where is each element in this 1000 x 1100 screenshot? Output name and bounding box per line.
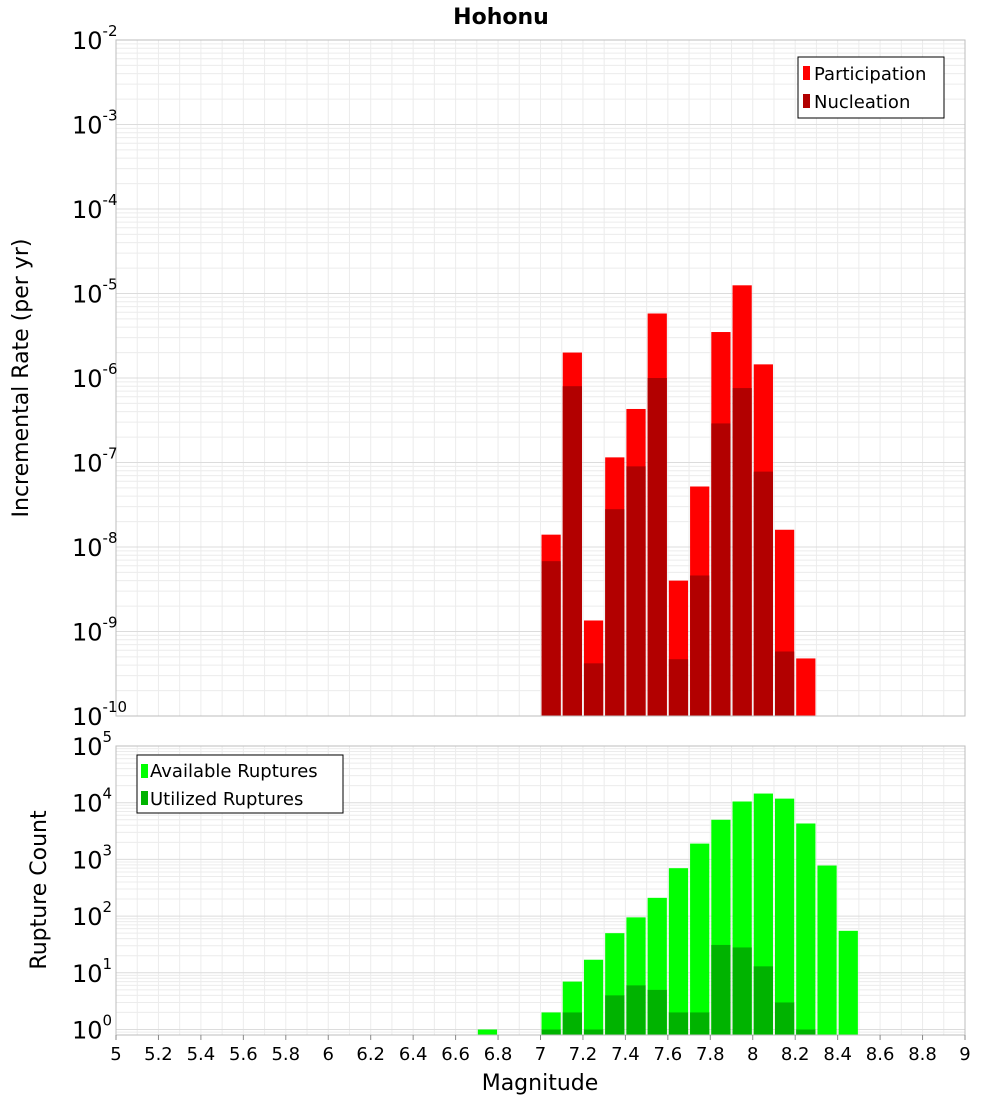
top-bar-nucleation (732, 388, 752, 716)
bottom-bar-utilized-ruptures (626, 985, 646, 1035)
bottom-bar-available-ruptures (817, 865, 837, 1035)
x-tick-label: 5.6 (229, 1044, 258, 1065)
top-y-tick-label: 10-2 (72, 22, 118, 55)
top-y-tick-label: 10-7 (72, 445, 118, 478)
x-tick-label: 8.2 (781, 1044, 810, 1065)
legend-swatch-participation (803, 66, 810, 80)
x-tick-labels: 5 5.2 5.4 5.6 5.8 6 6.2 6.4 6.6 6.8 7 7.2 7.4 7.6 7.8 8… (110, 1035, 971, 1065)
top-bar-nucleation (605, 509, 625, 716)
top-y-tick-label: 10-10 (72, 698, 127, 731)
participation-nucleation-panel: 10-10 10-9 10-8 10-7 10-6 10-5 10-4 10-3 10-2 In… (9, 22, 966, 731)
x-tick-label: 6.4 (399, 1044, 428, 1065)
bottom-bar-available-ruptures (796, 823, 816, 1035)
top-y-tick-label: 10-6 (72, 360, 118, 393)
top-bar-nucleation (690, 575, 710, 716)
bottom-bar-available-ruptures (477, 1029, 498, 1035)
top-plot-frame (115, 39, 966, 717)
bottom-y-tick-labels: 100 101 102 103 104 105 (72, 728, 112, 1045)
legend-label-nucleation: Nucleation (814, 92, 910, 113)
top-y-tick-label: 10-5 (72, 276, 118, 309)
bottom-bar-utilized-ruptures (753, 966, 773, 1035)
x-tick-label: 5.8 (271, 1044, 300, 1065)
bottom-legend-box (136, 754, 344, 814)
bottom-bar-available-ruptures (668, 868, 689, 1035)
rupture-count-panel: 100 101 102 103 104 105 5 5.2 5.4 5.6 5.8 6 6.2 6.4 6… (27, 728, 971, 1096)
x-tick-label: 7.6 (654, 1044, 683, 1065)
chart-title: Hohonu (453, 5, 549, 30)
top-bar-nucleation (562, 386, 582, 716)
legend-swatch-nucleation (803, 94, 810, 108)
x-tick-label: 5 (110, 1044, 121, 1065)
bottom-y-tick-label: 104 (72, 785, 112, 818)
top-gridlines (115, 39, 966, 717)
bottom-bar-utilized-ruptures (774, 1002, 795, 1035)
top-legend-box (797, 56, 945, 119)
bottom-legend: Available Ruptures Utilized Ruptures (136, 754, 344, 814)
x-tick-label: 8.8 (908, 1044, 937, 1065)
bottom-y-axis-title: Rupture Count (27, 810, 52, 970)
top-bar-nucleation (711, 423, 731, 716)
top-bar-nucleation (583, 663, 604, 716)
bottom-y-tick-label: 101 (72, 955, 112, 988)
x-tick-label: 7 (535, 1044, 546, 1065)
x-tick-label: 8.4 (823, 1044, 852, 1065)
top-bar-nucleation (668, 659, 689, 716)
top-bar-participation (796, 658, 816, 716)
bottom-bar-available-ruptures (583, 959, 604, 1035)
top-y-tick-label: 10-4 (72, 191, 118, 224)
top-bar-nucleation (774, 651, 795, 716)
top-bar-nucleation (626, 466, 646, 716)
legend-label-participation: Participation (814, 64, 926, 85)
bottom-bar-utilized-ruptures (562, 1012, 582, 1035)
legend-swatch-available (141, 764, 148, 778)
top-legend: Participation Nucleation (797, 56, 945, 119)
bottom-bar-available-ruptures (838, 930, 858, 1035)
x-tick-label: 5.2 (144, 1044, 173, 1065)
top-y-tick-label: 10-3 (72, 107, 118, 140)
x-tick-label: 5.4 (187, 1044, 216, 1065)
bottom-bar-available-ruptures (541, 1012, 561, 1035)
x-tick-label: 9 (959, 1044, 970, 1065)
bottom-bar-utilized-ruptures (796, 1029, 816, 1035)
top-y-axis-title: Incremental Rate (per yr) (9, 239, 34, 518)
bottom-y-tick-label: 105 (72, 728, 112, 761)
x-tick-label: 6 (323, 1044, 334, 1065)
bottom-bars (477, 793, 858, 1035)
bottom-bar-utilized-ruptures (711, 944, 731, 1035)
x-tick-label: 6.6 (441, 1044, 470, 1065)
top-y-tick-label: 10-9 (72, 614, 118, 647)
bottom-bar-utilized-ruptures (605, 995, 625, 1035)
x-axis-title: Magnitude (482, 1071, 599, 1096)
bottom-y-tick-label: 100 (72, 1012, 112, 1045)
bottom-bar-utilized-ruptures (732, 947, 752, 1035)
x-tick-label: 6.2 (356, 1044, 385, 1065)
top-bar-nucleation (753, 471, 773, 716)
x-tick-label: 8 (747, 1044, 758, 1065)
bottom-y-tick-label: 102 (72, 898, 112, 931)
top-bars (541, 285, 816, 716)
bottom-bar-utilized-ruptures (541, 1029, 561, 1035)
bottom-bar-utilized-ruptures (668, 1012, 689, 1035)
x-tick-label: 6.8 (484, 1044, 513, 1065)
legend-label-utilized: Utilized Ruptures (150, 789, 303, 810)
top-bar-nucleation (647, 378, 667, 716)
top-bar-nucleation (541, 561, 561, 716)
bottom-bar-utilized-ruptures (583, 1029, 604, 1035)
bottom-bar-utilized-ruptures (647, 989, 667, 1035)
x-tick-label: 7.4 (611, 1044, 640, 1065)
top-y-tick-labels: 10-10 10-9 10-8 10-7 10-6 10-5 10-4 10-3 10-2 (72, 22, 127, 731)
legend-swatch-utilized (141, 791, 148, 805)
x-tick-label: 7.8 (696, 1044, 725, 1065)
bottom-bar-available-ruptures (690, 843, 710, 1035)
x-tick-label: 7.2 (569, 1044, 598, 1065)
legend-label-available: Available Ruptures (150, 761, 318, 782)
x-tick-label: 8.6 (866, 1044, 895, 1065)
top-y-tick-label: 10-8 (72, 529, 118, 562)
bottom-y-tick-label: 103 (72, 841, 112, 874)
bottom-bar-available-ruptures (774, 798, 795, 1035)
bottom-bar-utilized-ruptures (690, 1012, 710, 1035)
